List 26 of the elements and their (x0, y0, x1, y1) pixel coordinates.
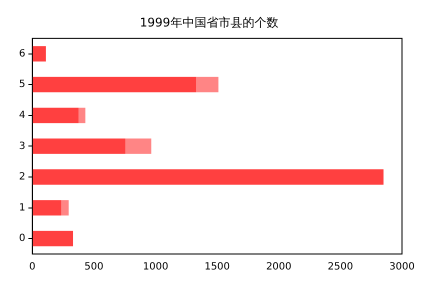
bar (78, 108, 86, 124)
bar (32, 169, 384, 185)
bar (61, 200, 69, 216)
y-tick-label: 0 (18, 233, 26, 244)
x-tick-label: 1500 (204, 262, 230, 273)
bar (32, 76, 196, 92)
bar (32, 108, 79, 124)
x-tick-label: 1000 (142, 262, 168, 273)
x-tick-label: 0 (29, 262, 36, 273)
y-tick-label: 5 (18, 79, 26, 90)
bar (125, 138, 152, 154)
bar (32, 46, 46, 62)
y-tick-label: 2 (18, 172, 26, 183)
x-tick-label: 2000 (266, 262, 292, 273)
y-tick-label: 6 (18, 48, 26, 60)
bar (32, 138, 126, 154)
bar (32, 230, 74, 246)
x-tick-label: 2500 (328, 262, 354, 273)
chart-title: 1999年中国省市县的个数 (140, 15, 278, 30)
bar (196, 76, 218, 92)
y-tick-label: 1 (18, 202, 26, 214)
x-tick-label: 500 (84, 262, 104, 273)
x-tick-label: 3000 (389, 262, 415, 273)
y-tick-label: 4 (18, 110, 26, 121)
bar (32, 200, 62, 216)
y-tick-label: 3 (18, 140, 26, 152)
